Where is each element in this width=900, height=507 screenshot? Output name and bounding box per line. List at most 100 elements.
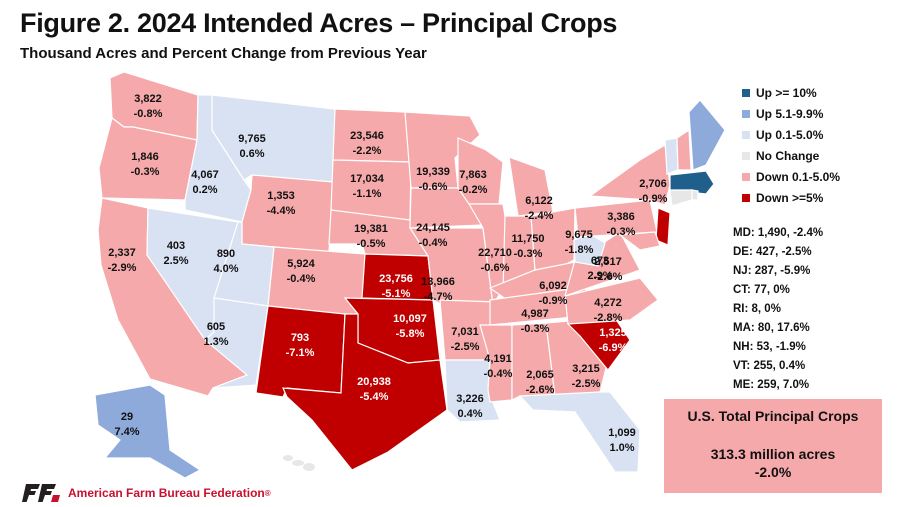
hawaii-island-shape [292,460,304,466]
state-change-label-fl: 1.0% [609,442,634,454]
state-acres-label-ks: 23,756 [379,273,413,285]
state-acres-label-sc: 1,325 [599,327,627,339]
legend: Up >= 10% Up 5.1-9.9% Up 0.1-5.0% No Cha… [742,82,840,208]
legend-item: Up 0.1-5.0% [742,124,840,145]
state-acres-label-fl: 1,099 [608,427,636,439]
total-change: -2.0% [754,464,792,480]
state-acres-label-ms: 4,191 [484,353,512,365]
state-acres-label-va: 2,517 [594,256,622,268]
state-change-label-in: -0.3% [514,248,543,260]
state-change-label-mi: -2.4% [525,210,554,222]
legend-swatch-nochange [742,151,750,160]
state-change-label-mn: -0.6% [419,181,448,193]
state-acres-label-nc: 4,272 [594,297,622,309]
state-change-label-co: -0.4% [287,273,316,285]
state-change-label-wy: -4.4% [267,205,296,217]
legend-item: Down 0.1-5.0% [742,166,840,187]
state-change-label-ms: -0.4% [484,368,513,380]
state-change-label-ga: -2.5% [572,378,601,390]
state-change-label-ky: -0.9% [539,295,568,307]
state-acres-label-sd: 17,034 [350,173,385,185]
state-change-label-ks: -5.1% [382,288,411,300]
state-acres-label-tx: 20,938 [357,376,391,388]
state-change-label-la: 0.4% [457,408,482,420]
legend-label: Down >=5% [756,190,824,205]
small-state-md: MD: 1,490, -2.4% [733,227,824,239]
small-states-list: MD: 1,490, -2.4% DE: 427, -2.5% NJ: 287,… [733,224,823,395]
state-acres-label-id: 4,067 [191,169,219,181]
state-change-label-ia: -0.4% [419,237,448,249]
state-acres-label-il: 22,710 [478,247,512,259]
state-change-label-tx: -5.4% [360,391,389,403]
state-acres-label-ak: 29 [121,411,133,423]
state-acres-label-in: 11,750 [511,233,544,245]
state-acres-label-tn: 4,987 [521,308,549,320]
state-acres-label-pa: 3,386 [607,211,635,223]
legend-swatch-down0 [742,172,750,181]
state-change-label-wi: -0.2% [459,184,488,196]
total-value: 313.3 million acres [710,446,836,462]
state-change-label-il: -0.6% [481,262,510,274]
state-change-label-ca: -2.9% [108,262,137,274]
small-state-nj: NJ: 287, -5.9% [733,265,811,277]
state-change-label-ut: 4.0% [213,263,238,275]
state-acres-label-ny: 2,706 [639,178,667,190]
state-change-label-id: 0.2% [192,184,217,196]
state-change-label-mo: -4.7% [424,291,453,303]
small-state-me: ME: 259, 7.0% [733,379,810,391]
state-acres-label-wv: 673 [591,255,609,267]
footer: American Farm Bureau Federation ® [22,484,271,502]
state-change-label-pa: -0.3% [607,226,636,238]
small-state-vt: VT: 255, 0.4% [733,360,806,372]
state-shape-nh [676,128,692,171]
legend-swatch-up5 [742,109,750,118]
state-shapes [94,71,726,479]
org-name: American Farm Bureau Federation [68,486,265,500]
state-acres-label-ok: 10,097 [393,313,427,325]
legend-swatch-up10 [742,88,750,97]
legend-label: Up >= 10% [756,85,817,100]
state-change-label-wv: 2.9% [587,270,612,282]
state-change-label-az: 1.3% [203,336,228,348]
legend-label: Down 0.1-5.0% [756,169,841,184]
state-change-label-ne: -0.5% [357,238,386,250]
state-change-label-nm: -7.1% [286,347,315,359]
state-acres-label-ky: 6,092 [539,280,567,292]
state-acres-label-wy: 1,353 [267,190,295,202]
total-title: U.S. Total Principal Crops [687,408,859,424]
legend-swatch-down5 [742,193,750,202]
state-shape-me [688,99,726,171]
state-acres-label-mn: 19,339 [416,166,450,178]
small-state-de: DE: 427, -2.5% [733,246,812,258]
small-state-ct: CT: 77, 0% [733,284,790,296]
state-acres-label-co: 5,924 [287,258,315,270]
state-change-label-ak: 7.4% [114,426,139,438]
legend-label: Up 5.1-9.9% [756,106,824,121]
chart-subtitle: Thousand Acres and Percent Change from P… [20,45,427,62]
state-acres-label-ne: 19,381 [354,223,388,235]
state-change-label-wa: -0.8% [134,108,163,120]
state-shape-tx [282,313,448,471]
state-shape-ma [669,170,715,195]
legend-label: No Change [756,148,820,163]
state-change-label-al: -2.6% [526,384,555,396]
state-change-label-ny: -0.9% [639,193,668,205]
state-acres-label-mo: 13,966 [421,276,455,288]
state-acres-label-ut: 890 [217,248,235,260]
state-acres-label-wa: 3,822 [134,93,162,105]
hawaii-island-shape [283,455,293,461]
state-shape-md [618,231,661,251]
state-shape-fl [518,391,641,473]
registered-mark: ® [264,488,271,498]
state-acres-label-al: 2,065 [526,369,554,381]
state-acres-label-nd: 23,546 [350,130,384,142]
chart-title: Figure 2. 2024 Intended Acres – Principa… [20,8,618,38]
legend-item: Up 5.1-9.9% [742,103,840,124]
state-acres-label-ar: 7,031 [451,326,479,338]
state-shape-nj [655,207,671,246]
state-change-label-nd: -2.2% [353,145,382,157]
state-acres-label-oh: 9,675 [565,229,593,241]
farm-bureau-logo-icon [22,484,60,502]
us-total-box: U.S. Total Principal Crops 313.3 million… [664,399,882,493]
